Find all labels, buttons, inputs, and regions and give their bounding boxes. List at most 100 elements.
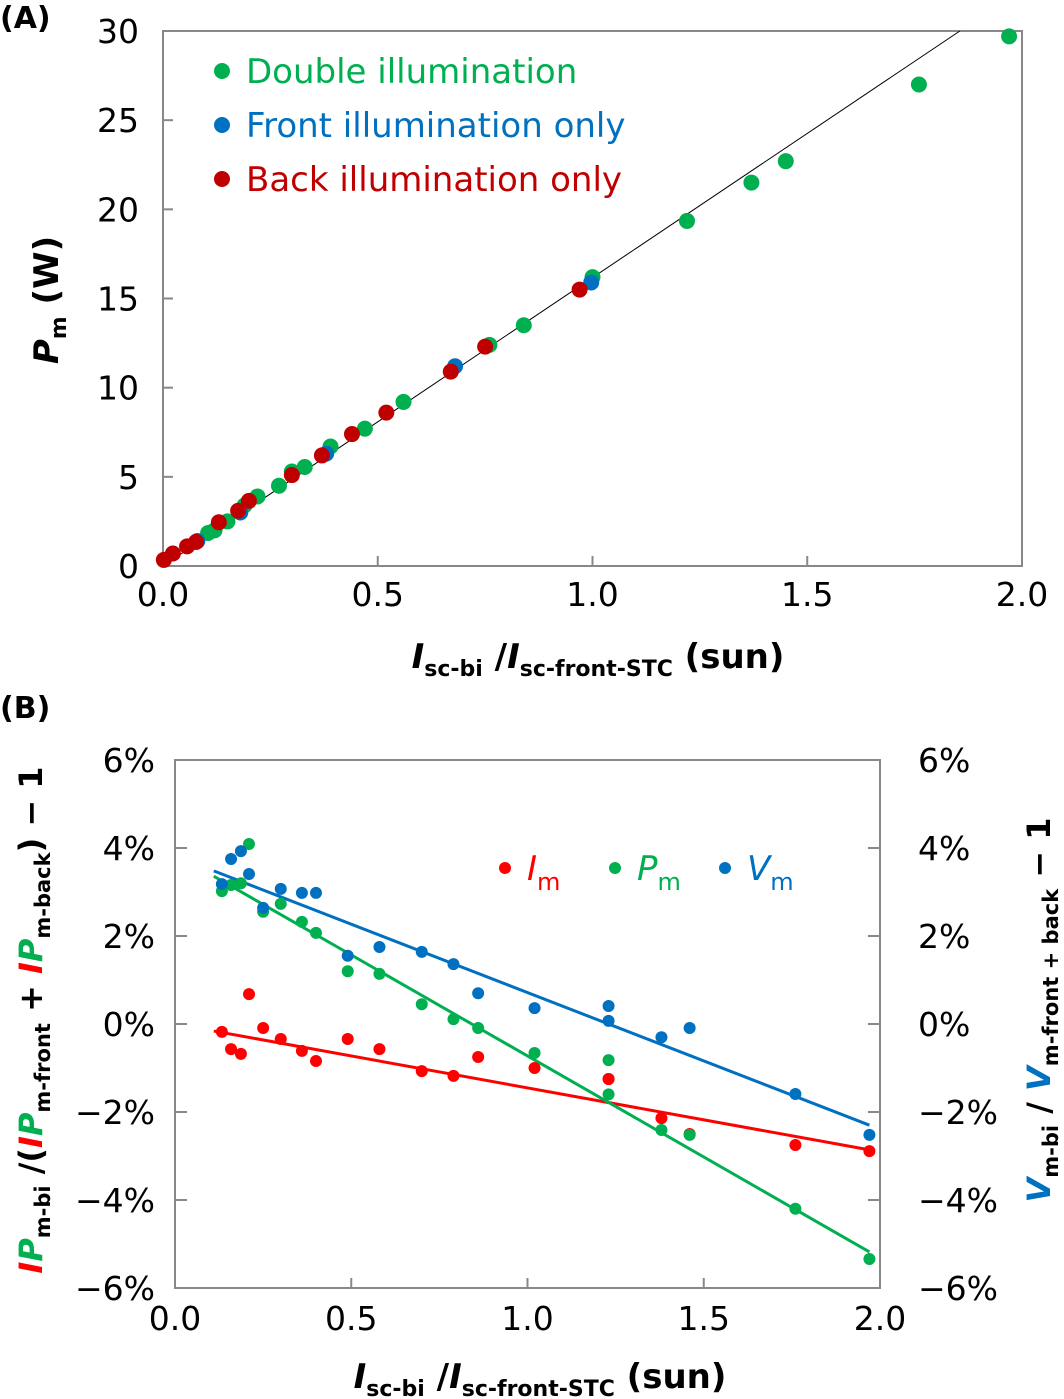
data-point-2	[240, 492, 257, 509]
data-point-0	[789, 1139, 802, 1151]
legend-marker	[214, 63, 230, 79]
data-point-2	[571, 281, 588, 298]
data-point-1	[583, 274, 600, 291]
data-point-2	[415, 945, 428, 958]
data-point-1	[789, 1202, 802, 1215]
data-point-1	[310, 926, 322, 939]
fit-line-1	[213, 874, 871, 1254]
data-point-2	[234, 845, 247, 858]
data-point-1	[415, 998, 428, 1011]
y-tick-label-right: −4%	[918, 1181, 998, 1220]
y-tick-label: 5	[118, 458, 139, 497]
legend-marker	[214, 117, 230, 133]
x-tick-label: 0.0	[149, 1299, 201, 1338]
data-point-0	[270, 477, 287, 494]
data-point-2	[472, 987, 485, 1000]
data-point-1	[472, 1021, 485, 1034]
data-point-1	[341, 965, 354, 978]
data-point-0	[274, 1032, 287, 1045]
data-point-0	[295, 1044, 308, 1057]
y-tick-label: 15	[97, 280, 139, 319]
data-point-2	[188, 533, 205, 550]
data-point-2	[230, 502, 247, 519]
data-point-1	[655, 1124, 668, 1137]
y-tick-label-left: 2%	[103, 917, 155, 956]
data-point-0	[296, 459, 313, 476]
panel-b-plot-frame	[174, 759, 881, 1289]
data-point-2	[295, 886, 308, 899]
x-tick-label: 1.5	[678, 1299, 730, 1338]
data-point-0	[257, 1021, 270, 1034]
x-tick-label: 1.5	[781, 575, 833, 614]
legend-marker	[499, 862, 511, 874]
data-point-0	[373, 1043, 386, 1056]
data-point-0	[447, 1069, 460, 1082]
data-point-0	[602, 1073, 615, 1085]
y-tick-label-left: 0%	[103, 1005, 155, 1044]
data-point-2	[343, 426, 360, 443]
data-point-2	[210, 514, 227, 531]
x-tick-label: 1.0	[566, 575, 618, 614]
data-point-1	[234, 877, 247, 890]
x-tick-label: 2.0	[854, 1299, 906, 1338]
y-tick-label: 25	[97, 101, 139, 140]
data-point-2	[215, 878, 228, 891]
data-point-2	[477, 338, 494, 355]
y-tick-label: 30	[97, 12, 139, 51]
legend-label: Front illumination only	[246, 106, 626, 146]
data-point-0	[215, 1025, 228, 1038]
y-tick-label-left: −2%	[75, 1093, 155, 1132]
data-point-0	[678, 212, 695, 229]
legend-marker	[719, 862, 731, 874]
y-tick-label-left: 4%	[103, 829, 155, 868]
panel-b-ylabel-left: IPm-bi /(IPm-front + IPm-back) − 1	[12, 766, 55, 1273]
data-point-2	[310, 886, 322, 899]
y-tick-label-left: 6%	[103, 741, 155, 780]
panel-b-ylabel-right: Vm-bi / Vm-front + back − 1	[1020, 817, 1063, 1202]
data-point-2	[528, 1002, 541, 1015]
legend-label: Pm	[637, 849, 681, 896]
legend-marker	[214, 171, 230, 187]
data-point-1	[295, 915, 308, 928]
data-point-0	[515, 317, 532, 334]
y-tick-label-right: 2%	[918, 917, 970, 956]
fit-line-0	[213, 1029, 870, 1152]
y-tick-label-right: 6%	[918, 741, 970, 780]
y-tick-label-left: −4%	[75, 1181, 155, 1220]
x-tick-label: 0.5	[325, 1299, 377, 1338]
data-point-2	[257, 901, 270, 914]
data-point-2	[602, 999, 615, 1012]
data-point-0	[356, 420, 373, 437]
legend-marker	[609, 862, 621, 874]
data-point-2	[602, 1014, 615, 1027]
legend-label: Im	[527, 849, 560, 896]
legend-label: Vm	[747, 849, 794, 896]
data-point-2	[442, 363, 459, 380]
y-tick-label: 20	[97, 190, 139, 229]
y-tick-label: 0	[118, 547, 139, 586]
data-point-1	[373, 967, 386, 980]
y-tick-label-right: 4%	[918, 829, 970, 868]
data-point-0	[415, 1065, 428, 1078]
panel-b-label: (B)	[0, 691, 50, 726]
data-point-0	[341, 1032, 354, 1045]
data-point-2	[683, 1021, 696, 1034]
data-point-2	[341, 949, 354, 962]
legend-label: Back illumination only	[246, 160, 622, 200]
data-point-0	[472, 1051, 485, 1063]
data-point-1	[602, 1088, 615, 1101]
y-tick-label-right: −2%	[918, 1093, 998, 1132]
x-tick-label: 2.0	[996, 575, 1048, 614]
data-point-2	[378, 404, 395, 421]
data-point-1	[243, 838, 256, 851]
y-tick-label-right: 0%	[918, 1005, 970, 1044]
data-point-0	[243, 988, 256, 1001]
data-point-1	[447, 1013, 460, 1026]
data-point-1	[602, 1054, 615, 1067]
data-point-2	[789, 1087, 802, 1100]
data-point-0	[863, 1145, 876, 1158]
data-point-0	[1001, 28, 1018, 45]
data-point-1	[225, 878, 238, 891]
data-point-0	[777, 153, 794, 170]
